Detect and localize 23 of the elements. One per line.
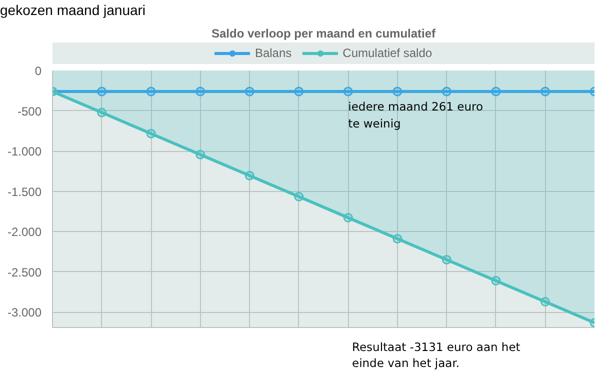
legend-label: Balans	[254, 46, 292, 60]
y-tick-label: -1.000	[7, 144, 42, 159]
point	[146, 128, 156, 138]
text: Resultaat -3131 euro aan het einde van het jaar.	[352, 339, 522, 372]
point	[343, 212, 353, 222]
y-tick-label: -2.500	[7, 265, 42, 280]
y-tick-label: -2.000	[7, 225, 42, 240]
point	[244, 170, 254, 180]
y-tick-label: 0	[34, 64, 42, 78]
annotation: iedere maand 261 euro te weinig	[348, 100, 484, 130]
point	[294, 192, 304, 202]
point	[196, 150, 206, 160]
y-tick-label: -1.500	[7, 184, 42, 199]
chart-title: Saldo verloop per maand en cumulatief	[211, 26, 437, 40]
point	[491, 276, 501, 286]
point	[442, 255, 452, 264]
point	[97, 108, 107, 118]
y-tick-label: -3.000	[7, 306, 42, 320]
point	[540, 297, 550, 307]
y-tick-label: -500	[17, 104, 42, 118]
text: gekozen maand januari	[0, 1, 146, 20]
point	[392, 234, 402, 244]
legend-label: Cumulatief saldo	[342, 46, 432, 60]
